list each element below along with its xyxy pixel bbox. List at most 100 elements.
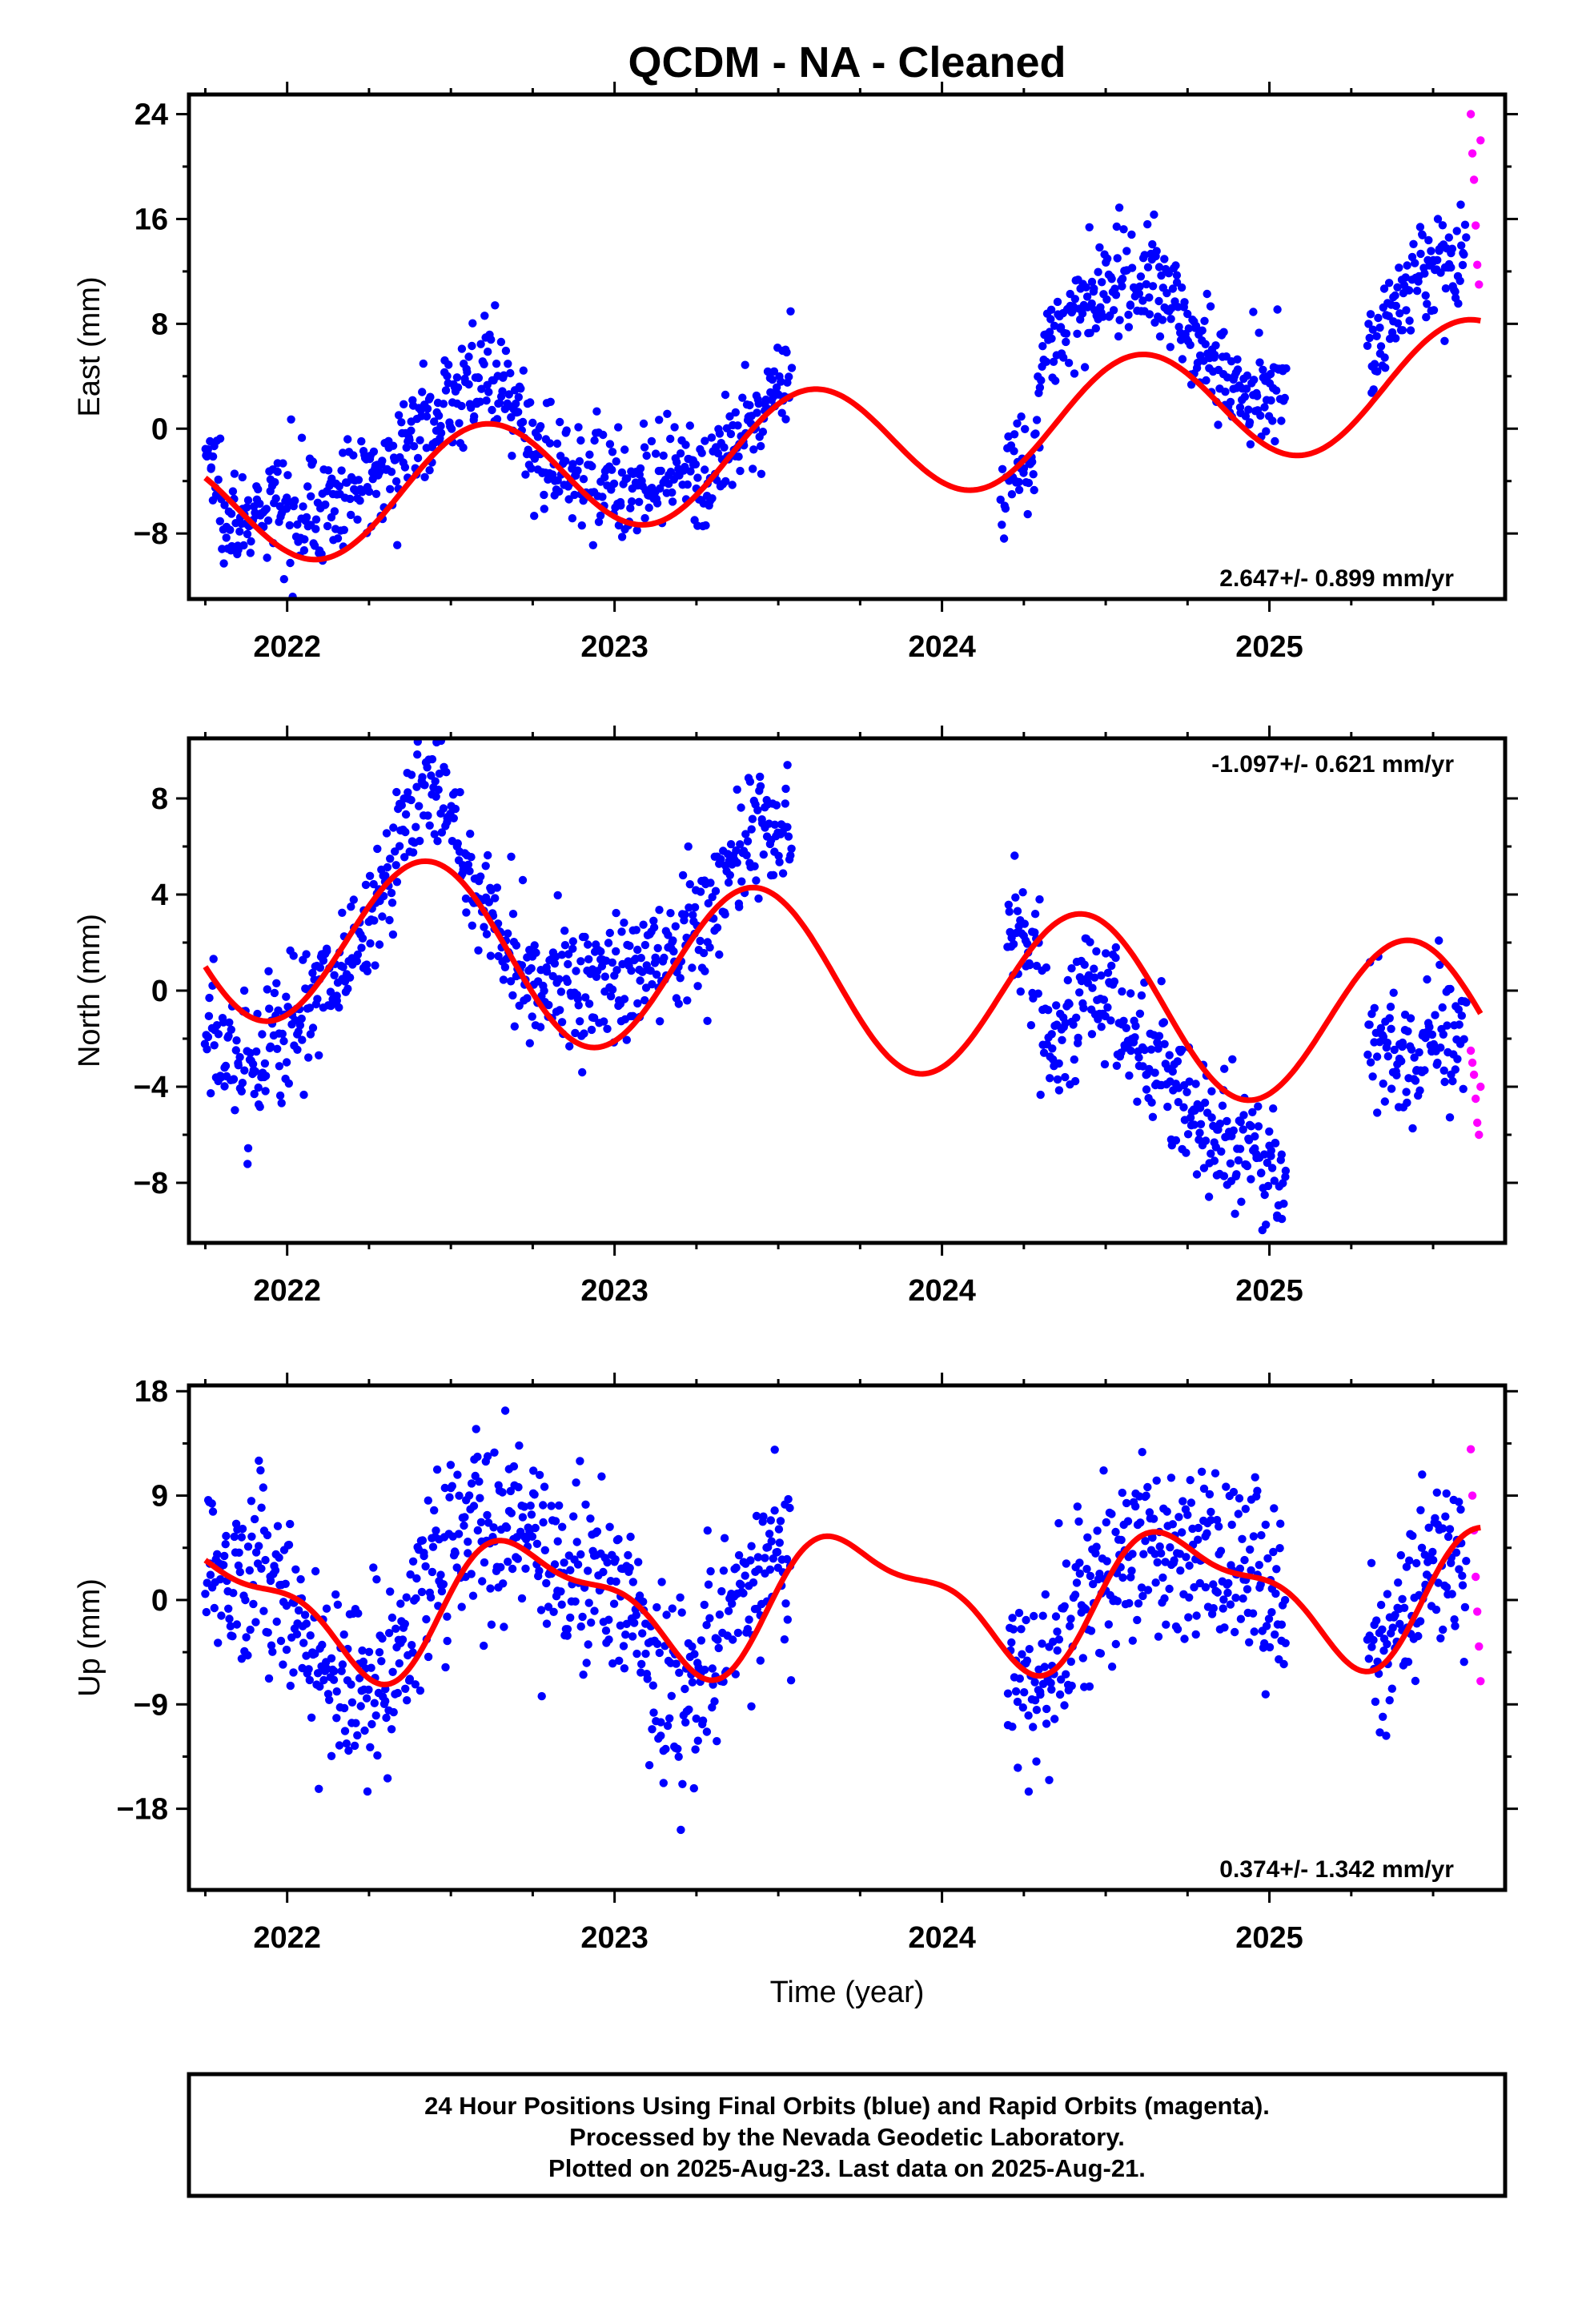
north-final-point — [555, 975, 564, 983]
up-final-point — [759, 1512, 768, 1521]
east-final-point — [1158, 316, 1167, 324]
east-final-point — [1421, 291, 1430, 300]
up-final-point — [1219, 1595, 1228, 1604]
up-final-point — [626, 1532, 635, 1542]
north-final-point — [1439, 1066, 1448, 1076]
up-final-point — [1264, 1614, 1274, 1623]
up-final-point — [1155, 1542, 1164, 1551]
east-final-point — [635, 470, 644, 479]
up-final-point — [476, 1518, 486, 1527]
east-final-point — [568, 514, 577, 523]
north-final-point — [270, 988, 279, 998]
east-final-point — [1201, 340, 1210, 348]
north-final-point — [265, 1004, 274, 1013]
north-final-point — [1365, 1020, 1374, 1029]
east-final-point — [787, 364, 797, 372]
up-final-point — [305, 1675, 314, 1685]
north-final-point — [1097, 1023, 1106, 1031]
east-final-point — [552, 439, 562, 448]
up-final-point — [690, 1650, 699, 1659]
up-final-point — [263, 1628, 272, 1637]
up-final-point — [1385, 1696, 1394, 1705]
east-final-point — [1162, 288, 1171, 298]
north-ylabel: North (mm) — [73, 914, 106, 1068]
east-final-point — [670, 423, 679, 432]
east-final-point — [1148, 282, 1158, 291]
north-final-point — [365, 871, 375, 881]
east-final-point — [1200, 316, 1209, 325]
north-final-point — [1178, 1045, 1186, 1055]
up-final-point — [1057, 1675, 1066, 1684]
up-final-point — [665, 1714, 674, 1723]
up-final-point — [1024, 1711, 1033, 1720]
up-final-point — [1070, 1590, 1080, 1599]
up-final-point — [483, 1452, 492, 1461]
north-final-point — [676, 974, 685, 983]
east-final-point — [655, 416, 664, 424]
north-final-point — [1119, 1016, 1128, 1026]
up-final-point — [746, 1556, 755, 1565]
east-final-point — [1082, 292, 1092, 301]
up-final-point — [1245, 1638, 1254, 1647]
north-final-point — [690, 903, 700, 912]
east-final-point — [323, 521, 332, 531]
up-final-point — [1458, 1581, 1468, 1590]
up-final-point — [1239, 1594, 1247, 1603]
east-final-point — [477, 384, 486, 393]
north-final-point — [1385, 1014, 1394, 1023]
east-final-point — [1255, 328, 1263, 337]
footer-line-3: Plotted on 2025-Aug-23. Last data on 202… — [548, 2154, 1146, 2182]
east-final-point — [683, 480, 692, 489]
up-final-point — [620, 1664, 629, 1673]
east-final-point — [1047, 334, 1056, 343]
up-final-point — [625, 1563, 634, 1573]
east-final-point — [1010, 447, 1018, 456]
up-final-point — [375, 1648, 384, 1657]
east-final-point — [1243, 371, 1252, 380]
north-final-point — [1247, 1175, 1255, 1184]
up-final-point — [1020, 1688, 1029, 1697]
east-final-point — [1447, 244, 1457, 253]
east-final-point — [1172, 271, 1182, 279]
east-final-point — [1107, 275, 1116, 283]
east-final-point — [1364, 320, 1373, 328]
east-final-point — [1401, 273, 1410, 282]
up-final-point — [754, 1565, 763, 1574]
up-final-point — [710, 1697, 719, 1706]
up-final-point — [1126, 1573, 1135, 1582]
north-final-point — [1403, 1098, 1411, 1108]
east-final-point — [386, 485, 395, 493]
up-final-point — [677, 1825, 685, 1835]
up-final-point — [576, 1550, 585, 1559]
east-final-point — [1365, 333, 1374, 343]
east-final-point — [413, 453, 423, 463]
up-final-point — [649, 1708, 658, 1717]
east-final-point — [303, 482, 312, 491]
north-final-point — [674, 999, 683, 1008]
up-final-point — [747, 1542, 756, 1550]
up-final-point — [1215, 1522, 1223, 1531]
up-final-point — [724, 1606, 733, 1615]
east-final-point — [1171, 261, 1180, 270]
up-final-point — [1192, 1611, 1201, 1620]
east-model-curve — [203, 316, 1481, 563]
east-final-point — [1277, 416, 1286, 425]
east-final-point — [1460, 250, 1468, 259]
north-final-point — [279, 1036, 288, 1046]
east-frame — [187, 92, 1508, 601]
up-final-point — [586, 1514, 595, 1523]
east-final-point — [297, 433, 307, 442]
up-final-point — [622, 1619, 631, 1629]
up-final-point — [691, 1745, 700, 1754]
north-final-point — [600, 972, 609, 981]
east-final-point — [1245, 418, 1255, 427]
up-final-point — [257, 1564, 266, 1574]
up-final-point — [780, 1635, 789, 1644]
north-final-point — [706, 879, 715, 887]
up-final-point — [230, 1532, 239, 1542]
east-final-point — [492, 360, 501, 368]
up-final-point — [515, 1441, 524, 1450]
east-final-point — [1458, 260, 1468, 270]
up-final-point — [612, 1577, 620, 1586]
east-final-point — [1440, 336, 1449, 345]
